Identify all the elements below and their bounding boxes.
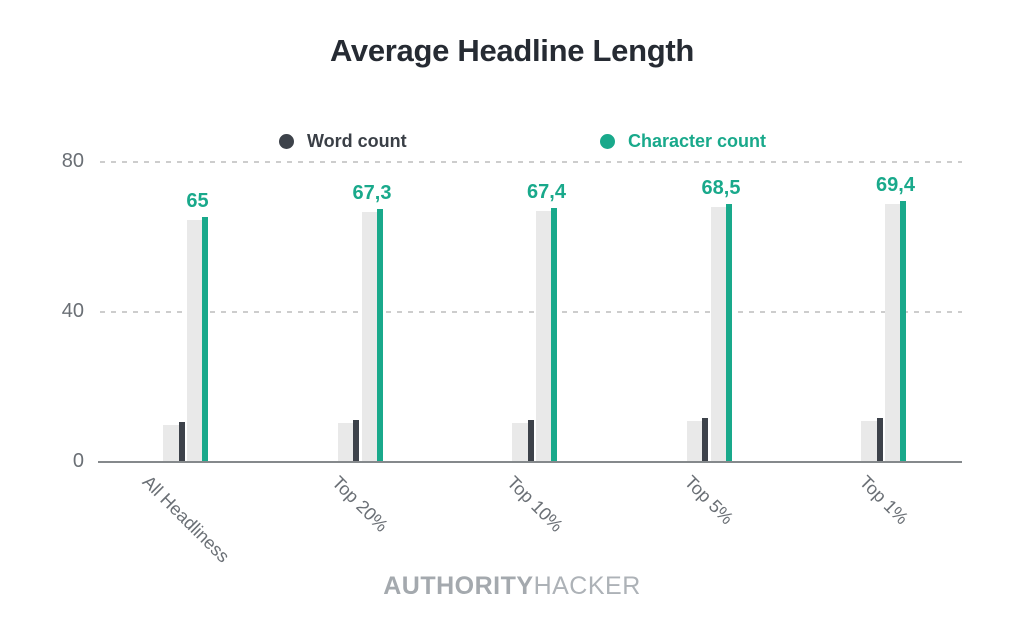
value-label-character-count: 67,3 [352,181,392,204]
bar-track-character [187,220,205,461]
bar-track-word [686,420,705,461]
gridline-40 [100,311,962,313]
brand-logo-hacker: HACKER [533,572,641,600]
x-axis-category-label: Top 5% [680,471,738,529]
bar-character-count [725,204,732,461]
bar-track-character [710,207,729,461]
x-axis-category-label: Top 20% [328,471,392,536]
bar-track-word [512,422,530,461]
bar-track-character [885,203,903,461]
legend-dot-word-icon [279,133,294,149]
x-axis-category-label: Top 1% [855,471,912,529]
legend-label-word-count: Word count [307,131,407,151]
value-label-character-count: 65 [186,190,209,213]
bar-word-count [876,417,883,461]
bar-track-word [861,420,879,461]
y-tick-label-40: 40 [61,300,84,322]
y-tick-label-80: 80 [61,150,84,172]
bar-word-count [527,419,534,461]
x-axis-line [98,461,962,463]
brand-logo: AUTHORITYHACKER [0,572,1024,601]
chart-title: Average Headline Length [329,33,695,68]
brand-logo-authority: AUTHORITY [383,572,534,600]
legend-dot-character-icon [600,133,615,149]
bar-character-count [551,208,557,461]
bar-track-character [361,211,380,461]
legend-item-character-count: Character count [600,132,766,150]
bar-character-count [376,208,383,461]
value-label-character-count: 67,4 [527,181,566,204]
bar-word-count [178,421,185,461]
bar-track-word [163,424,181,461]
value-label-character-count: 68,5 [701,177,741,200]
bar-character-count [900,200,906,461]
gridline-80 [100,161,962,163]
x-axis-category-label: Top 10% [502,471,567,536]
legend-label-character-count: Character count [628,131,767,151]
value-label-character-count: 69,4 [876,173,915,196]
y-tick-label-0: 0 [72,450,84,472]
legend-item-word-count: Word count [279,132,407,150]
bar-track-character [536,211,554,461]
bar-character-count [202,217,208,461]
bar-word-count [353,419,359,461]
x-axis-category-label: All Headliness [138,471,233,567]
bar-word-count [702,417,708,461]
bar-track-word [337,422,356,461]
